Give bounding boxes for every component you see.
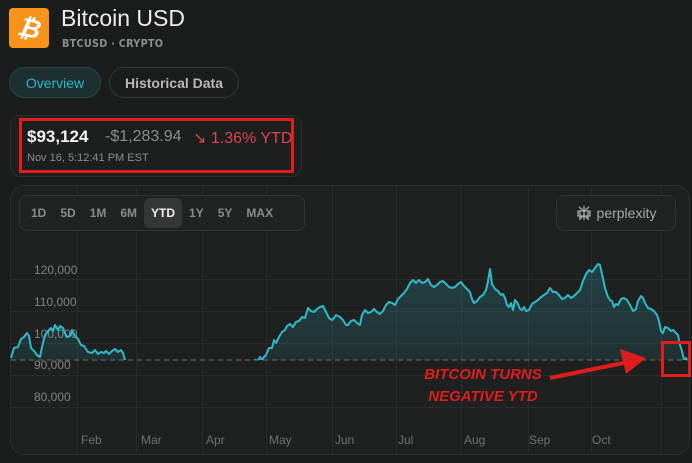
annotation-arrow — [549, 349, 646, 380]
annotation-line-1: BITCOIN TURNS — [424, 366, 542, 383]
annotation-highlight-box — [661, 341, 691, 377]
x-axis-label: Jun — [335, 433, 355, 447]
x-axis-label: Oct — [592, 433, 611, 447]
price-highlight-box — [19, 118, 294, 173]
grid-line — [11, 407, 689, 408]
range-1d-button[interactable]: 1D — [31, 206, 47, 220]
grid-line — [136, 186, 137, 454]
bitcoin-logo-icon: ₿ — [9, 8, 49, 48]
page-title: Bitcoin USD — [61, 5, 185, 31]
annotation-line-2: NEGATIVE YTD — [428, 388, 538, 405]
range-max-button[interactable]: MAX — [246, 206, 274, 220]
range-selector: 1D 5D 1M 6M YTD 1Y 5Y MAX — [19, 195, 305, 231]
grid-line — [11, 375, 689, 376]
tab-overview[interactable]: Overview — [9, 67, 101, 98]
tab-historical-data[interactable]: Historical Data — [109, 67, 239, 98]
x-axis-label: Apr — [206, 433, 225, 447]
perplexity-brand-button[interactable]: perplexity — [556, 195, 676, 231]
range-1m-button[interactable]: 1M — [89, 206, 107, 220]
grid-line — [266, 186, 267, 454]
range-5d-button[interactable]: 5D — [60, 206, 76, 220]
price-area — [11, 264, 688, 412]
quote-timestamp: Nov 16, 5:12:41 PM EST — [27, 152, 149, 164]
range-6m-button[interactable]: 6M — [120, 206, 138, 220]
x-axis-label: Aug — [464, 433, 486, 447]
grid-line — [661, 186, 662, 454]
range-5y-button[interactable]: 5Y — [217, 206, 233, 220]
y-axis-label: 80,000 — [34, 390, 71, 404]
perplexity-logo-icon — [576, 206, 591, 221]
current-price: $93,124 — [27, 127, 89, 146]
price-change-percent: ↘ 1.36% YTD — [193, 130, 293, 147]
x-axis-label: Mar — [141, 433, 162, 447]
quote-card — [10, 115, 302, 177]
x-axis-label: May — [269, 433, 292, 447]
x-axis-label: Sep — [529, 433, 551, 447]
grid-line — [202, 186, 203, 454]
price-line — [11, 263, 688, 412]
y-axis-label: 120,000 — [34, 263, 78, 277]
y-axis-label: 110,000 — [34, 295, 77, 309]
x-axis-label: Jul — [398, 433, 414, 447]
annotation-text: BITCOIN TURNS NEGATIVE YTD — [418, 364, 548, 408]
x-axis-label: Feb — [81, 433, 102, 447]
range-ytd-button[interactable]: YTD — [144, 198, 183, 228]
brand-label: perplexity — [596, 205, 657, 221]
price-change: -$1,283.94 — [105, 128, 182, 145]
range-1y-button[interactable]: 1Y — [189, 206, 204, 220]
grid-line — [11, 311, 689, 312]
y-axis-label: 90,000 — [34, 358, 71, 372]
grid-line — [11, 279, 689, 280]
ticker-subtitle: BTCUSD · CRYPTO — [62, 37, 164, 50]
grid-line — [77, 186, 78, 454]
